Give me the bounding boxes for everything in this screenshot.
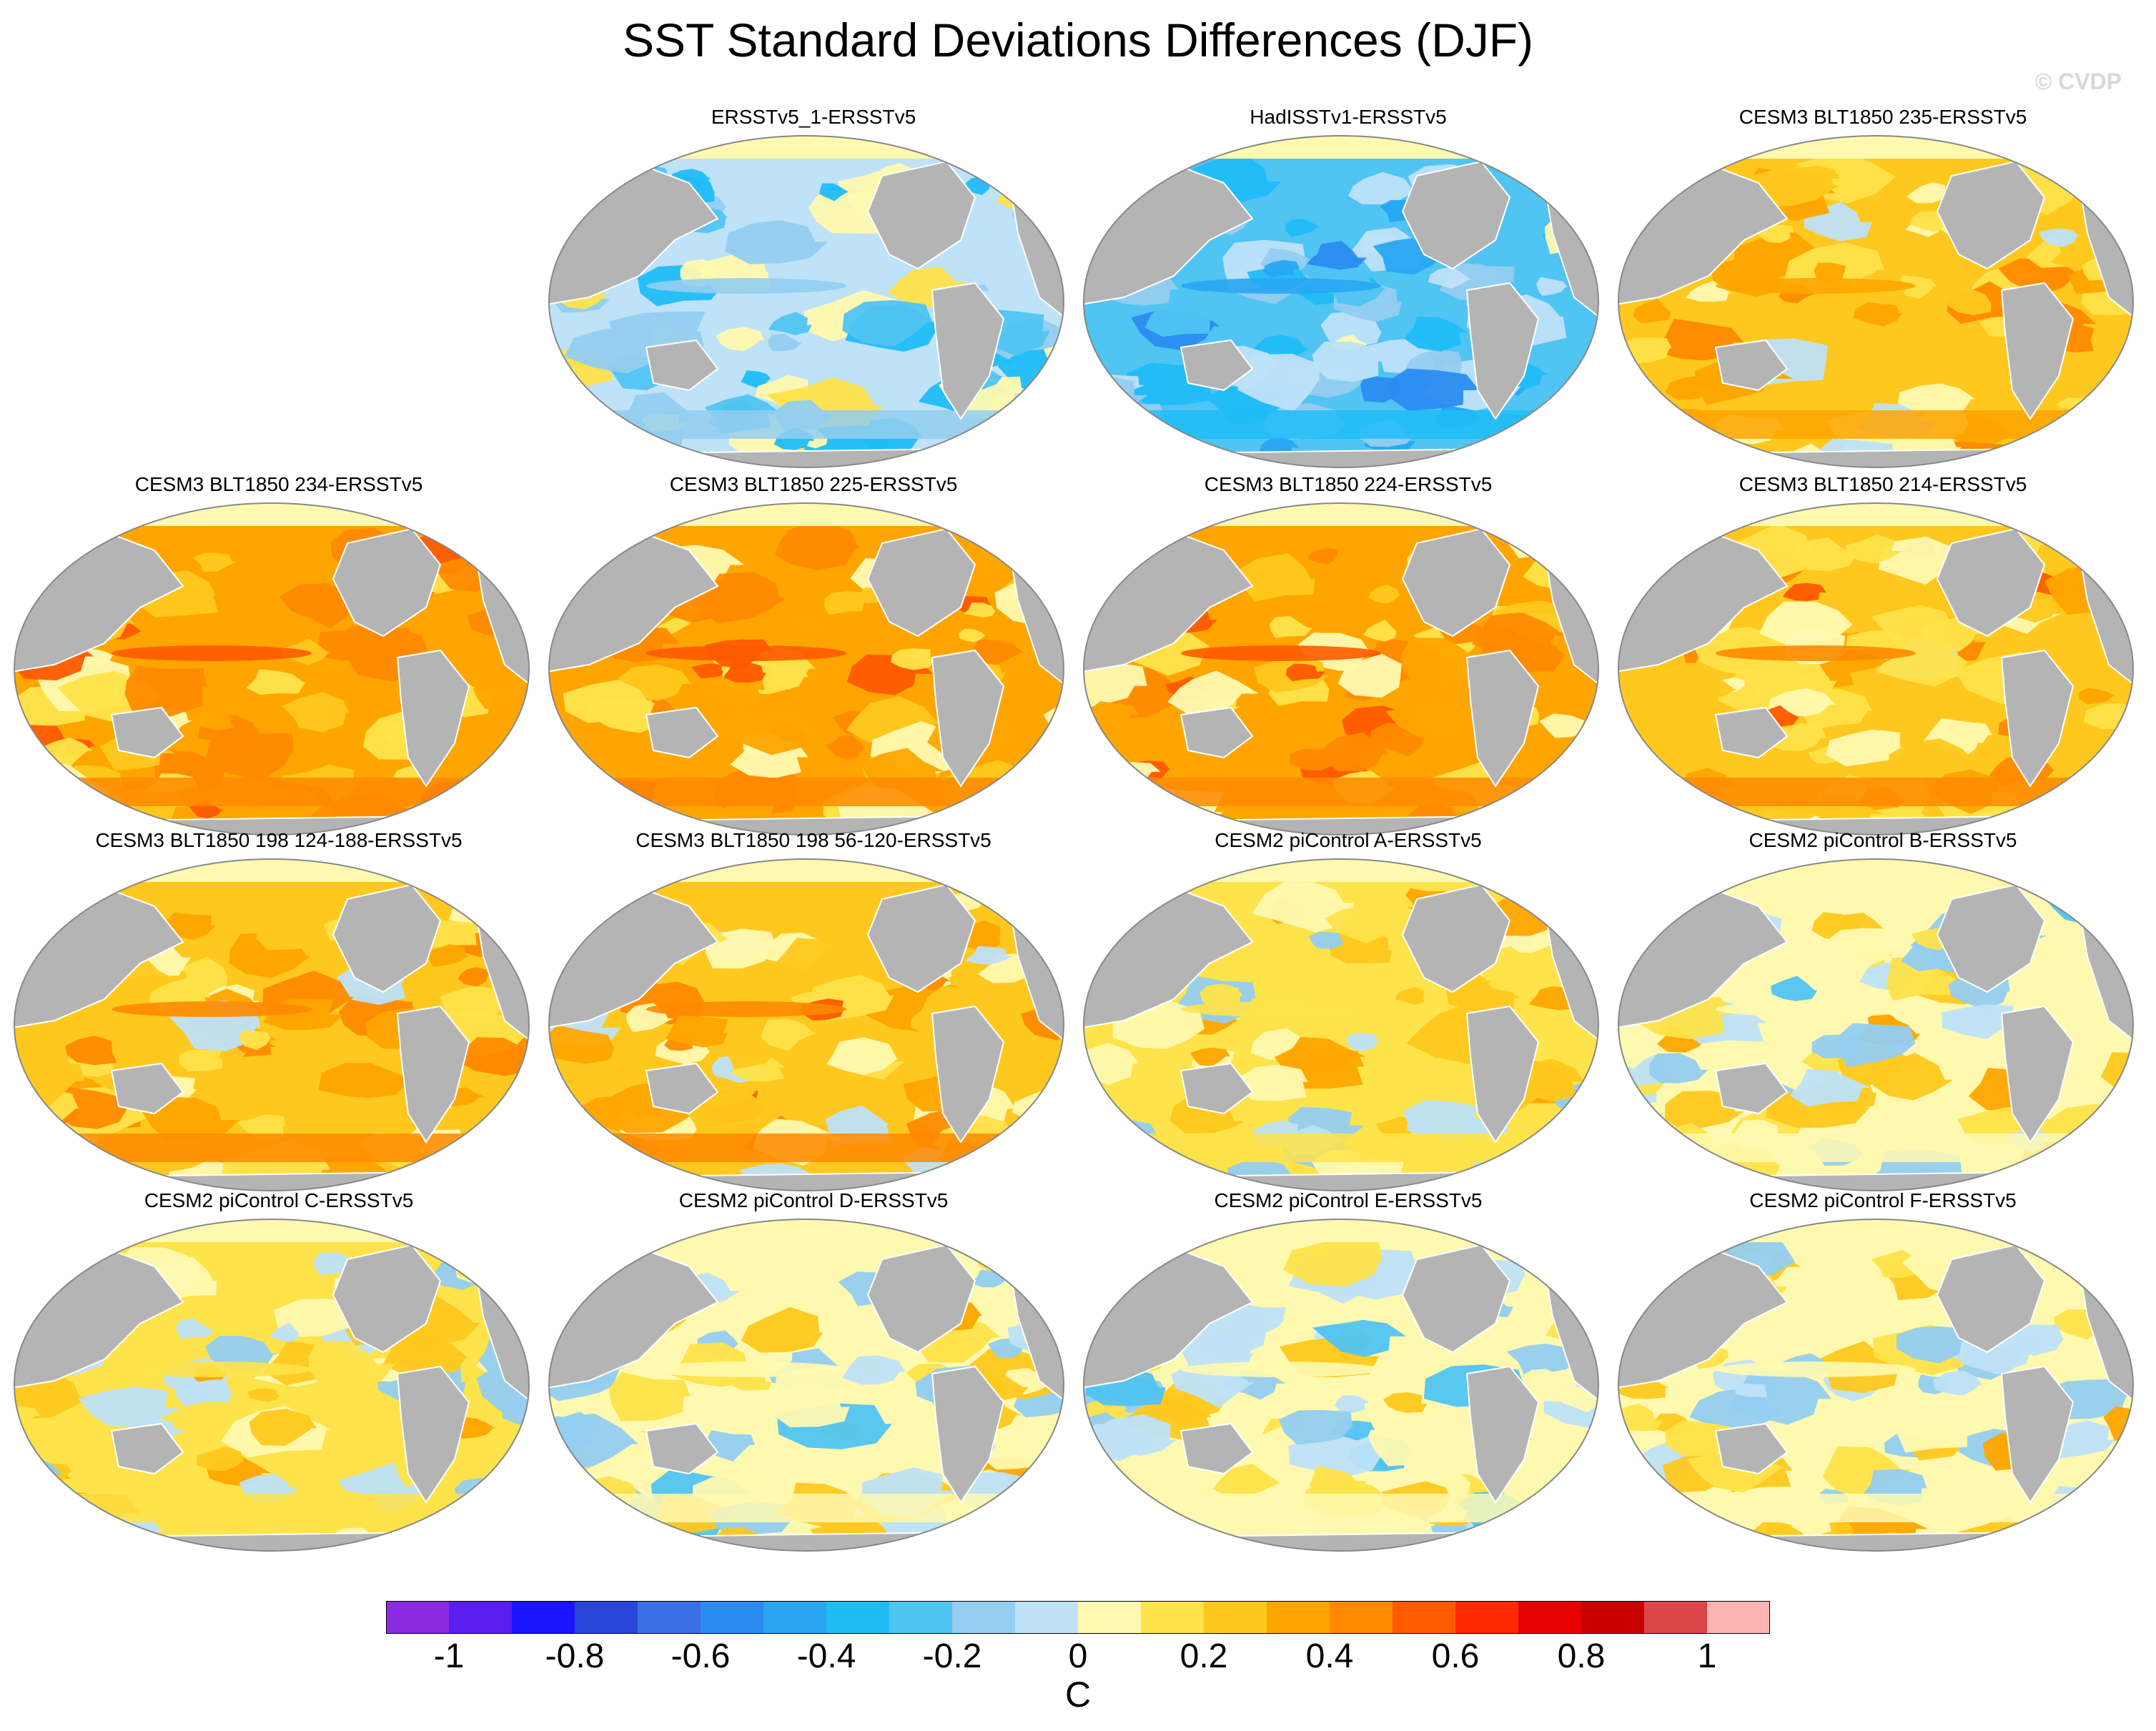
colorbar-tick-label: -1 [433, 1637, 465, 1675]
colorbar-swatch [512, 1601, 575, 1634]
panel-title: CESM3 BLT1850 198 124-188-ERSSTv5 [95, 829, 463, 851]
map-panel: CESM2 piControl D-ERSSTv5 [546, 1189, 1081, 1554]
map-panel: CESM2 piControl F-ERSSTv5 [1616, 1189, 2150, 1554]
panel-title: CESM2 piControl C-ERSSTv5 [144, 1189, 414, 1211]
colorbar-tick-label: -0.8 [545, 1637, 605, 1675]
colorbar-swatch [1644, 1601, 1708, 1634]
panel-title: CESM2 piControl F-ERSSTv5 [1749, 1189, 2017, 1211]
map-panel: CESM3 BLT1850 198 124-188-ERSSTv5 [11, 829, 546, 1194]
sst-difference-map [548, 858, 1064, 1191]
map-panel: CESM3 BLT1850 224-ERSSTv5 [1081, 473, 1616, 838]
colorbar-swatch [1707, 1601, 1770, 1634]
colorbar-swatch [1267, 1601, 1330, 1634]
colorbar-swatch [1330, 1601, 1393, 1634]
sst-difference-map [1083, 502, 1599, 835]
sst-difference-map [1618, 858, 2134, 1191]
colorbar-units: C [1064, 1675, 1092, 1715]
map-panel: HadISSTv1-ERSSTv5 [1081, 106, 1616, 470]
sst-difference-map [1083, 1219, 1599, 1552]
colorbar-tick-label: 0.8 [1557, 1637, 1606, 1675]
colorbar-swatch [1455, 1601, 1519, 1634]
colorbar-tick-label: -0.2 [922, 1637, 982, 1675]
panel-title: HadISSTv1-ERSSTv5 [1250, 106, 1447, 128]
sst-difference-map [1083, 135, 1599, 468]
panel-title: CESM2 piControl E-ERSSTv5 [1214, 1189, 1483, 1211]
sst-difference-map [1618, 1219, 2134, 1552]
map-panel: CESM2 piControl A-ERSSTv5 [1081, 829, 1616, 1194]
colorbar-swatch [701, 1601, 764, 1634]
panel-title: CESM3 BLT1850 225-ERSSTv5 [669, 473, 958, 495]
colorbar-swatch [386, 1601, 450, 1634]
colorbar-swatches [386, 1601, 1770, 1634]
cvdp-watermark: © CVDP [2034, 69, 2122, 94]
panel-title: CESM2 piControl D-ERSSTv5 [678, 1189, 949, 1211]
map-panel: CESM3 BLT1850 225-ERSSTv5 [546, 473, 1081, 838]
sst-difference-map [1083, 858, 1599, 1191]
colorbar-swatch [1141, 1601, 1205, 1634]
sst-difference-map [1618, 135, 2134, 468]
panel-title: CESM3 BLT1850 198 56-120-ERSSTv5 [636, 829, 992, 851]
sst-difference-map [548, 1219, 1064, 1552]
colorbar-swatch [826, 1601, 890, 1634]
panel-title: CESM3 BLT1850 234-ERSSTv5 [134, 473, 423, 495]
sst-difference-map [548, 135, 1064, 468]
colorbar-swatch [1393, 1601, 1456, 1634]
map-panel: CESM2 piControl E-ERSSTv5 [1081, 1189, 1616, 1554]
sst-difference-map [14, 502, 530, 835]
colorbar-tick-label: 0.6 [1431, 1637, 1480, 1675]
sst-difference-map [14, 1219, 530, 1552]
colorbar-swatch [1015, 1601, 1079, 1634]
colorbar-swatch [952, 1601, 1016, 1634]
panel-title: CESM3 BLT1850 224-ERSSTv5 [1204, 473, 1493, 495]
sst-difference-map [548, 502, 1064, 835]
colorbar-tick-label: 0 [1068, 1637, 1088, 1675]
map-panel: CESM2 piControl C-ERSSTv5 [11, 1189, 546, 1554]
colorbar-tick-label: -0.4 [796, 1637, 856, 1675]
colorbar-swatch [1078, 1601, 1142, 1634]
panel-title: CESM3 BLT1850 235-ERSSTv5 [1739, 106, 2027, 128]
colorbar-swatch [1204, 1601, 1267, 1634]
panel-title: CESM2 piControl A-ERSSTv5 [1215, 829, 1482, 851]
figure-title: SST Standard Deviations Differences (DJF… [622, 14, 1534, 66]
sst-difference-map [14, 858, 530, 1191]
colorbar-swatch [1581, 1601, 1645, 1634]
panel-title: CESM3 BLT1850 214-ERSSTv5 [1739, 473, 2027, 495]
panel-title: ERSSTv5_1-ERSSTv5 [711, 106, 916, 128]
colorbar-tick-label: -0.6 [671, 1637, 731, 1675]
colorbar-swatch [575, 1601, 638, 1634]
map-panel: CESM3 BLT1850 214-ERSSTv5 [1616, 473, 2150, 838]
colorbar-tick-label: 0.2 [1180, 1637, 1228, 1675]
map-panel: CESM2 piControl B-ERSSTv5 [1616, 829, 2150, 1194]
colorbar-tick-label: 1 [1697, 1637, 1717, 1675]
map-panel: CESM3 BLT1850 198 56-120-ERSSTv5 [546, 829, 1081, 1194]
map-panel: CESM3 BLT1850 235-ERSSTv5 [1616, 106, 2150, 470]
panel-title: CESM2 piControl B-ERSSTv5 [1749, 829, 2017, 851]
colorbar [386, 1601, 1770, 1634]
colorbar-swatch [638, 1601, 701, 1634]
map-panel: ERSSTv5_1-ERSSTv5 [546, 106, 1081, 470]
colorbar-tick-label: 0.4 [1305, 1637, 1354, 1675]
colorbar-swatch [1518, 1601, 1582, 1634]
sst-difference-map [1618, 502, 2134, 835]
colorbar-swatch [449, 1601, 513, 1634]
colorbar-swatch [889, 1601, 953, 1634]
colorbar-swatch [763, 1601, 827, 1634]
map-panel: CESM3 BLT1850 234-ERSSTv5 [11, 473, 546, 838]
